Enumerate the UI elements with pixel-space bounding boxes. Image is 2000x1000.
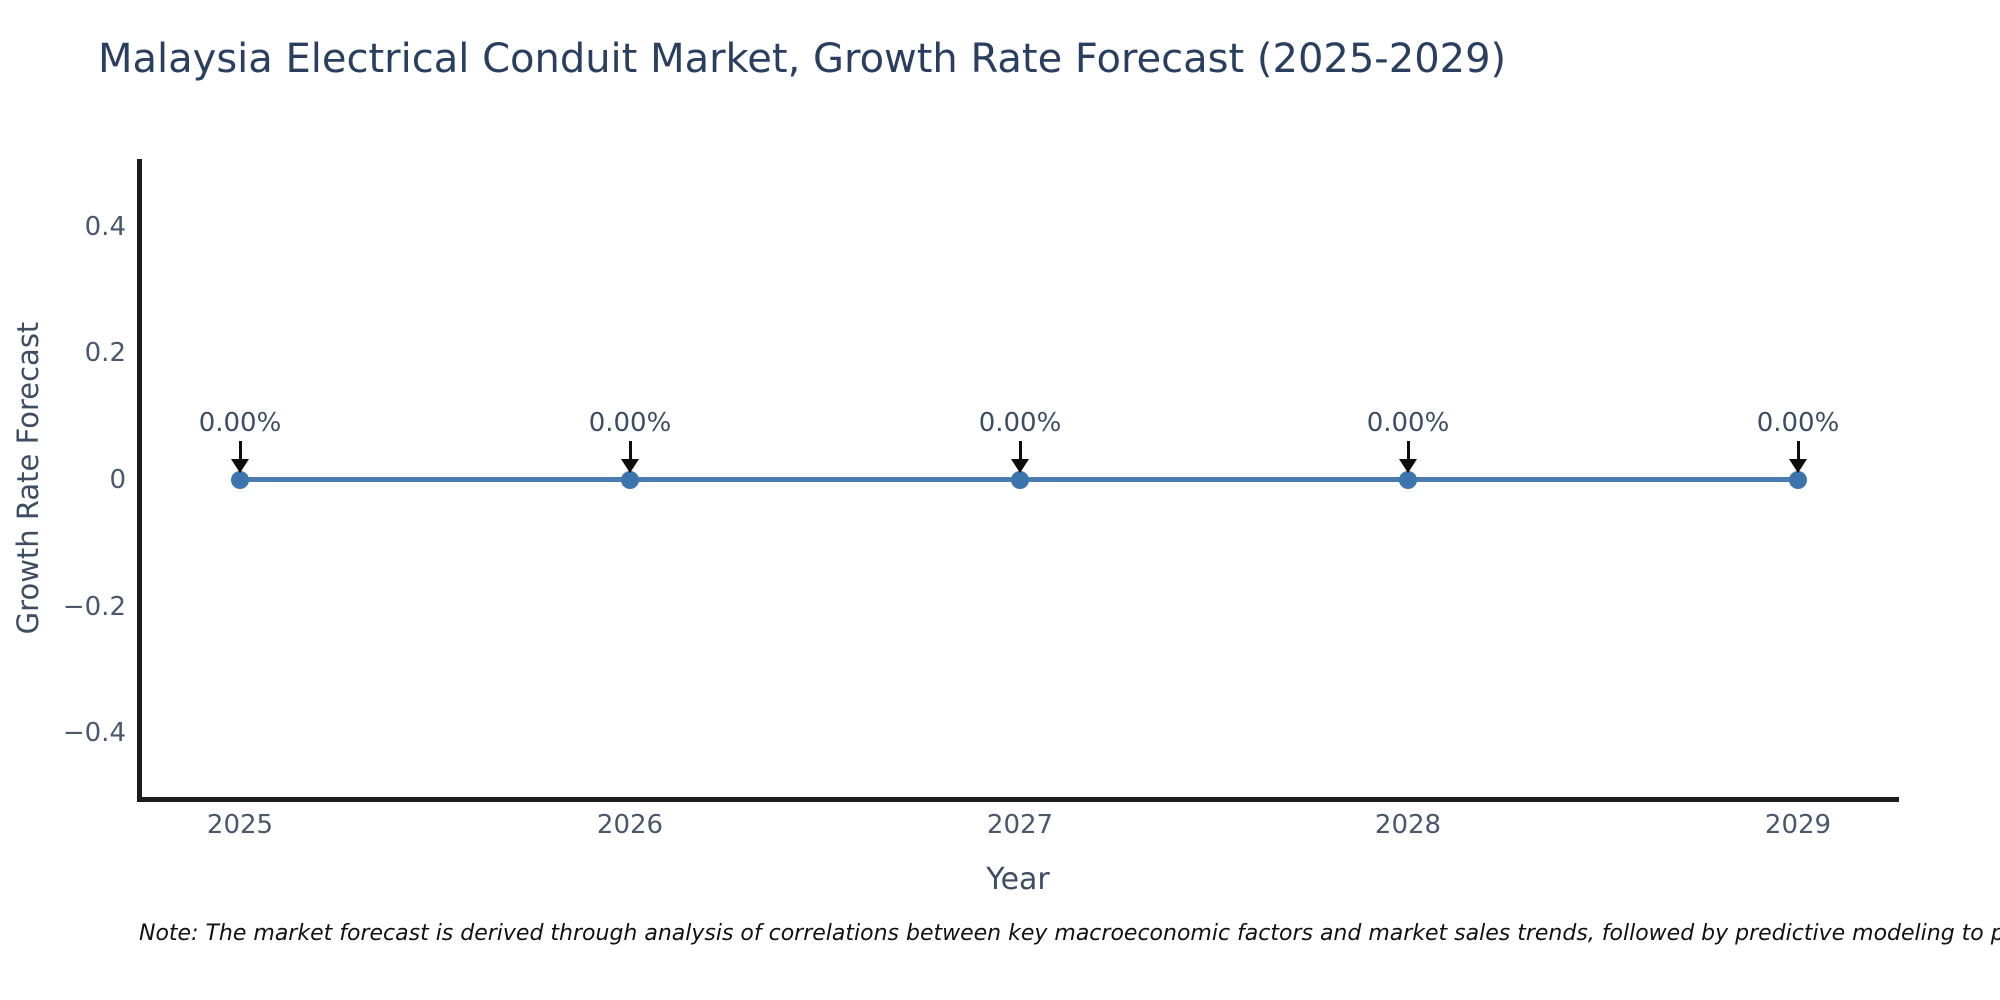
annotation-arrow <box>238 441 242 461</box>
x-tick-label: 2026 <box>596 810 664 840</box>
y-tick-label: 0 <box>109 465 126 495</box>
annotation-arrowhead-icon <box>1789 459 1807 473</box>
point-annotation-label: 0.00% <box>198 408 282 438</box>
x-axis-title: Year <box>986 862 1050 897</box>
point-annotation-label: 0.00% <box>978 408 1062 438</box>
x-tick-label: 2027 <box>986 810 1054 840</box>
y-tick-label: 0.4 <box>84 212 126 242</box>
annotation-arrow <box>1796 441 1800 461</box>
y-tick-label: −0.2 <box>62 592 126 622</box>
annotation-arrow <box>628 441 632 461</box>
annotation-arrowhead-icon <box>1011 459 1029 473</box>
data-point-marker <box>621 471 639 489</box>
y-tick-label: 0.2 <box>84 338 126 368</box>
x-tick-label: 2025 <box>206 810 274 840</box>
y-axis-spine <box>137 159 142 802</box>
x-axis-spine <box>137 797 1899 802</box>
footnote-text: Note: The market forecast is derived thr… <box>139 921 2000 946</box>
x-tick-label: 2028 <box>1374 810 1442 840</box>
data-point-marker <box>1789 471 1807 489</box>
data-point-marker <box>231 471 249 489</box>
data-point-marker <box>1011 471 1029 489</box>
annotation-arrowhead-icon <box>621 459 639 473</box>
annotation-arrowhead-icon <box>231 459 249 473</box>
y-tick-label: −0.4 <box>62 718 126 748</box>
annotation-arrow <box>1406 441 1410 461</box>
annotation-arrow <box>1018 441 1022 461</box>
point-annotation-label: 0.00% <box>1756 408 1840 438</box>
x-tick-label: 2029 <box>1764 810 1832 840</box>
data-point-marker <box>1399 471 1417 489</box>
point-annotation-label: 0.00% <box>1366 408 1450 438</box>
annotation-arrowhead-icon <box>1399 459 1417 473</box>
point-annotation-label: 0.00% <box>588 408 672 438</box>
chart-title: Malaysia Electrical Conduit Market, Grow… <box>98 36 1507 82</box>
